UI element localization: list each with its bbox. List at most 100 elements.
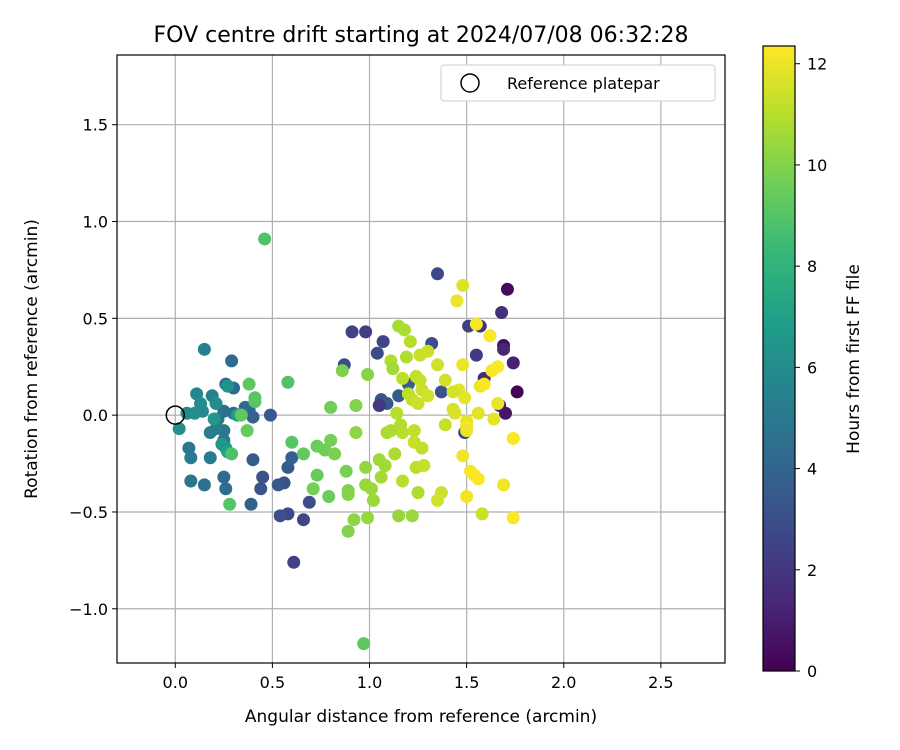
data-point [194,397,208,411]
data-point [497,478,511,492]
colorbar-ticks: 0 2 4 6 8 10 12 [795,55,827,681]
legend: Reference platepar [440,64,716,102]
data-point [361,511,375,525]
colorbar-tick-label: 8 [807,257,817,276]
data-point [483,329,497,343]
data-point [397,323,411,337]
data-point [458,391,472,405]
data-point [361,367,375,381]
data-point [197,478,211,492]
data-point [271,478,285,492]
x-axis-ticks: 0.0 0.5 1.0 1.5 2.0 2.5 [163,663,674,692]
data-point [339,464,353,478]
data-point [258,232,272,246]
data-point [370,346,384,360]
data-point [197,342,211,356]
x-axis-label: Angular distance from reference (arcmin) [245,707,597,727]
data-point [396,426,410,440]
data-point [256,470,270,484]
data-point [405,509,419,523]
x-tick-label: 0.0 [163,673,188,692]
data-point [328,447,342,461]
data-point [438,373,452,387]
data-point [242,377,256,391]
data-point [456,278,470,292]
colorbar: 0 2 4 6 8 10 12 Hours from first FF file [762,45,864,681]
y-tick-label: −0.5 [69,503,108,522]
data-point [287,555,301,569]
data-point [388,447,402,461]
data-point [223,497,237,511]
colorbar-tick-label: 12 [807,55,827,74]
data-point [209,397,223,411]
data-point [448,406,462,420]
data-point [396,474,410,488]
data-point [324,433,338,447]
data-point [392,509,406,523]
data-point [254,482,268,496]
data-point [244,497,258,511]
data-point [460,489,474,503]
data-point [263,408,277,422]
data-point [421,344,435,358]
data-point [172,422,186,436]
data-point [456,358,470,372]
data-point [434,385,448,399]
data-point [306,482,320,496]
data-point [217,470,231,484]
y-tick-label: 1.5 [83,116,108,135]
data-point [248,391,262,405]
y-tick-label: 0.0 [83,406,108,425]
data-point [182,441,196,455]
data-point [341,488,355,502]
reference-platepar-marker [165,405,186,425]
data-point [349,426,363,440]
data-point [390,406,404,420]
data-point [184,474,198,488]
data-point [302,495,316,509]
y-axis-label: Rotation from reference (arcmin) [22,219,42,499]
data-point [207,412,221,426]
data-point [349,398,363,412]
data-point [471,406,485,420]
data-point [411,397,425,411]
data-point [491,397,505,411]
data-point [310,468,324,482]
legend-box [440,64,716,102]
data-point [347,513,361,527]
data-point [407,424,421,438]
data-points [172,232,524,651]
data-point [357,637,371,651]
data-point [296,513,310,527]
data-point [359,325,373,339]
x-tick-label: 2.0 [551,673,576,692]
data-point [296,447,310,461]
data-point [240,424,254,438]
data-point [209,422,223,436]
data-point [246,453,260,467]
data-point [285,435,299,449]
data-point [456,449,470,463]
data-point [438,418,452,432]
chart-title: FOV centre drift starting at 2024/07/08 … [154,23,689,48]
data-point [495,306,509,320]
data-point [203,451,217,465]
data-point [366,493,380,507]
data-point [500,282,514,296]
reference-marker-layer [165,405,186,425]
data-point [510,385,524,399]
data-point [497,342,511,356]
data-point [450,294,464,308]
x-tick-label: 2.5 [648,673,673,692]
y-tick-label: 0.5 [83,309,108,328]
colorbar-tick-label: 2 [807,561,817,580]
data-point [399,350,413,364]
data-point [184,451,198,465]
data-point [324,400,338,414]
x-tick-label: 0.5 [260,673,285,692]
data-point [285,451,299,465]
data-point [487,412,501,426]
x-tick-label: 1.0 [357,673,382,692]
data-point [506,356,520,370]
